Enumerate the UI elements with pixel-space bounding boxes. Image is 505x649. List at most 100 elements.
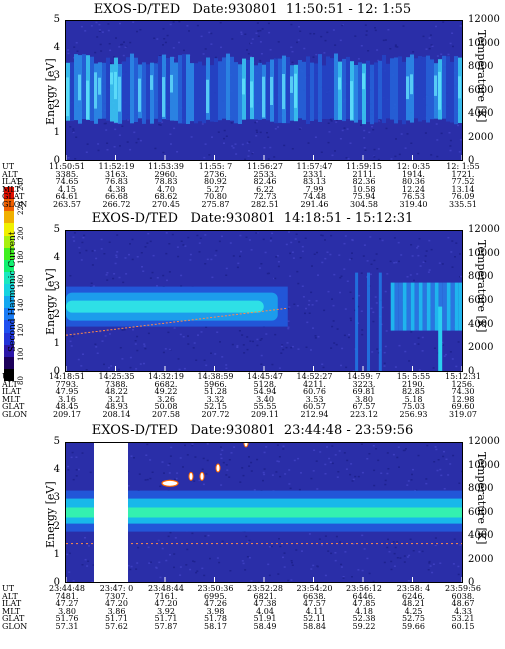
noise-speck [255, 32, 258, 34]
noise-speck [105, 129, 108, 131]
noise-speck [210, 258, 213, 261]
noise-speck [436, 139, 439, 141]
noise-speck [180, 285, 183, 287]
noise-speck [276, 444, 279, 446]
ephemeris-cell: 51.78 [204, 614, 227, 623]
noise-speck [351, 239, 354, 242]
ephemeris-cell: 23:56:12 [346, 584, 382, 593]
noise-speck [241, 143, 244, 146]
colorbar-swatch [4, 235, 14, 248]
noise-speck [383, 561, 386, 564]
noise-speck [217, 131, 220, 133]
band-column [402, 282, 407, 331]
marker-dot [228, 314, 231, 316]
noise-speck [277, 261, 280, 263]
noise-speck [139, 139, 142, 142]
marker-dot [284, 308, 287, 309]
noise-speck [118, 276, 121, 279]
noise-speck [430, 248, 433, 251]
noise-speck [345, 157, 348, 159]
noise-speck [361, 333, 364, 336]
noise-speck [335, 121, 338, 123]
noise-speck [329, 118, 332, 121]
noise-speck [129, 568, 132, 571]
noise-speck [184, 444, 186, 447]
noise-speck [153, 37, 156, 39]
noise-speck [427, 569, 430, 571]
noise-speck [158, 123, 161, 126]
noise-speck [182, 466, 184, 468]
noise-speck [439, 562, 442, 564]
noise-speck [418, 238, 421, 240]
noise-speck [349, 473, 352, 476]
ephemeris-label: GLON [2, 199, 28, 209]
noise-speck [260, 363, 263, 365]
noise-speck [250, 55, 253, 58]
noise-speck [345, 366, 348, 369]
marker-dot [121, 327, 124, 329]
band-column [442, 55, 446, 119]
noise-speck [100, 238, 103, 241]
band-column [406, 282, 411, 331]
noise-speck [73, 240, 76, 242]
band-column [286, 57, 290, 124]
band-column [226, 53, 230, 121]
noise-speck [291, 345, 294, 348]
noise-speck [394, 155, 397, 158]
noise-speck [247, 53, 250, 55]
noise-speck [404, 350, 407, 353]
noise-speck [360, 124, 363, 126]
noise-speck [75, 469, 78, 471]
marker-dot [381, 543, 383, 545]
marker-dot [69, 334, 72, 336]
noise-speck [293, 459, 296, 462]
noise-speck [389, 260, 392, 263]
ephemeris-cell: 60.57 [303, 402, 326, 411]
noise-speck [152, 254, 155, 257]
colorbar-swatch [4, 332, 14, 345]
left-tick-label: 0 [53, 155, 60, 166]
noise-speck [180, 240, 183, 242]
ephemeris-cell: 11:57:47 [296, 162, 333, 171]
band-column [82, 54, 86, 120]
marker-dot [456, 543, 458, 545]
noise-speck [330, 347, 333, 349]
noise-speck [394, 366, 397, 368]
noise-speck [283, 552, 286, 554]
noise-speck [428, 560, 431, 563]
noise-speck [116, 122, 119, 124]
ephemeris-cell: 23:59:56 [445, 584, 481, 593]
marker-dot [216, 543, 218, 545]
noise-speck [416, 273, 419, 275]
band-column [386, 63, 390, 119]
ephemeris-cell: 76.53 [402, 192, 425, 201]
ephemeris-cell: 282.51 [251, 199, 279, 209]
ephemeris-cell: 4.70 [157, 184, 175, 194]
noise-speck [394, 44, 397, 46]
ephemeris-cell: 47.27 [55, 599, 79, 608]
noise-speck [236, 345, 239, 347]
noise-speck [357, 569, 360, 571]
marker-dot [446, 543, 448, 545]
noise-speck [225, 274, 228, 276]
band-column [186, 54, 190, 124]
left-tick-label: 5 [53, 224, 60, 235]
band-column [266, 61, 270, 121]
noise-speck [442, 21, 445, 23]
marker-dot [99, 330, 102, 332]
noise-speck [204, 535, 207, 537]
noise-speck [146, 443, 149, 446]
noise-speck [298, 26, 300, 28]
noise-speck [231, 343, 234, 346]
noise-speck [162, 274, 165, 277]
noise-speck [342, 576, 345, 578]
noise-speck [149, 277, 152, 279]
noise-speck [439, 468, 442, 471]
noise-speck [295, 233, 298, 235]
noise-speck [221, 540, 224, 543]
noise-speck [430, 44, 433, 46]
noise-speck [349, 142, 352, 144]
marker-dot [106, 329, 109, 331]
noise-speck [72, 580, 75, 582]
noise-speck [331, 154, 334, 157]
